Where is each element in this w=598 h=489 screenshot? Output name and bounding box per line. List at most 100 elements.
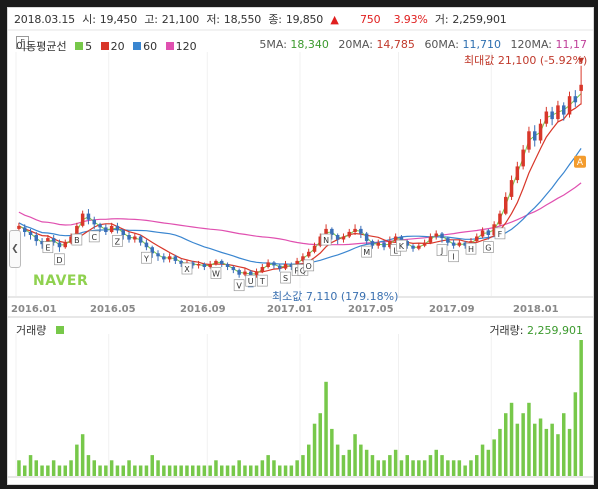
candle-body: [301, 256, 305, 261]
candle-body: [417, 245, 421, 249]
candle-body: [57, 242, 62, 248]
ma60-value: 11,710: [462, 38, 501, 51]
volume-bar: [335, 444, 340, 476]
naver-watermark: NAVER: [33, 273, 89, 289]
candle-body: [527, 131, 531, 150]
x-tick-label: 2016.05: [90, 304, 136, 315]
candle-body: [40, 241, 44, 245]
candle-body: [295, 260, 299, 267]
ma-legend: 이동평균선 5 20 60 120: [16, 38, 197, 54]
annotation-box: [465, 242, 477, 255]
candle-body: [231, 267, 236, 271]
volume-bar: [86, 455, 91, 476]
volume-bar: [185, 465, 189, 476]
candle-body: [249, 271, 253, 277]
volume-bar: [40, 465, 44, 476]
volume-bar: [109, 460, 114, 476]
volume-bar: [278, 465, 282, 476]
annotation-box: [448, 250, 459, 263]
volume-bar: [515, 423, 520, 476]
volume-bar: [156, 460, 160, 476]
candle-body: [579, 84, 583, 91]
volume-bar: [417, 460, 421, 476]
volume-bar: [225, 465, 230, 476]
annotation-box: [303, 259, 315, 272]
f-marker-box[interactable]: F: [16, 36, 29, 49]
low-label: 저:: [206, 13, 220, 26]
volume-bar: [353, 434, 357, 476]
volume-bar: [69, 460, 73, 476]
volume-bar: [440, 455, 444, 476]
up-arrow-icon: ▲: [330, 13, 339, 26]
annotation-box: [88, 230, 100, 243]
scroll-left-handle[interactable]: ❮: [9, 230, 21, 268]
candle-body: [115, 225, 120, 231]
candle-body: [127, 235, 131, 240]
volume-bar: [23, 465, 27, 476]
annotation-label: D: [56, 256, 62, 265]
candle-body: [278, 265, 282, 269]
volume-bar: [144, 465, 149, 476]
candle-body: [556, 105, 560, 120]
candle-body: [318, 236, 322, 246]
annotation-label: S: [283, 274, 288, 283]
annotation-box: [210, 267, 222, 279]
ma-values: 5MA: 18,340 20MA: 14,785 60MA: 11,710 12…: [259, 38, 587, 51]
ma120-value: 11,17: [555, 38, 588, 51]
volume-bar: [573, 392, 578, 476]
annotation-label: J: [440, 247, 443, 256]
candle-body: [51, 238, 56, 243]
candle-body: [254, 271, 259, 277]
price-info-bar: 2018.03.15 시: 19,450 고: 21,100 저: 18,550 종:…: [14, 11, 511, 27]
candle-body: [75, 225, 79, 237]
candle-body: [359, 228, 363, 234]
candle-body: [521, 149, 525, 167]
volume-bar: [579, 340, 583, 476]
annotation-box: [112, 235, 123, 247]
ma60-legend-label: 60: [143, 40, 158, 53]
x-tick-label: 2017.01: [267, 304, 313, 315]
volume-bar: [318, 413, 322, 476]
candle-body: [98, 224, 102, 228]
x-tick-label: 2017.05: [348, 304, 394, 315]
open-label: 시:: [82, 13, 96, 26]
ma120-label: 120MA:: [510, 38, 552, 51]
candle-body: [214, 260, 218, 264]
volume-bar: [63, 465, 67, 476]
annotation-box: [361, 245, 373, 258]
annotation-label: L: [393, 247, 398, 256]
candle-body: [509, 180, 514, 197]
candle-body: [179, 260, 183, 264]
candle-body: [243, 271, 247, 275]
candle-body: [312, 245, 317, 252]
ma20-legend-label: 20: [110, 40, 125, 53]
volume-bar: [562, 413, 566, 476]
candle-body: [573, 96, 578, 103]
annotation-label: F: [498, 230, 503, 239]
volume-bar: [289, 465, 294, 476]
close-label: 종:: [268, 13, 282, 26]
volume-bar: [533, 423, 537, 476]
volume-bar: [376, 460, 380, 476]
volume-bar: [422, 460, 427, 476]
volume-bar: [283, 465, 288, 476]
candle-body: [208, 264, 212, 267]
annotation-label: O: [306, 262, 312, 271]
x-tick-label: 2017.09: [429, 304, 475, 315]
volume-bar: [521, 413, 525, 476]
candle-body: [330, 228, 334, 235]
volume-bar: [556, 434, 560, 476]
volume-bar: [567, 428, 572, 476]
candle-body: [23, 227, 27, 232]
candle-body: [86, 213, 91, 220]
volume-bar: [307, 444, 311, 476]
candle-body: [260, 267, 265, 272]
candle-body: [283, 264, 288, 269]
candle-body: [289, 264, 294, 267]
ma5-swatch: [75, 42, 84, 50]
volume-bar: [28, 455, 33, 476]
annotation-box: [396, 239, 407, 252]
volume-value-label: 거래량:: [489, 324, 524, 337]
candle-body: [428, 236, 433, 243]
